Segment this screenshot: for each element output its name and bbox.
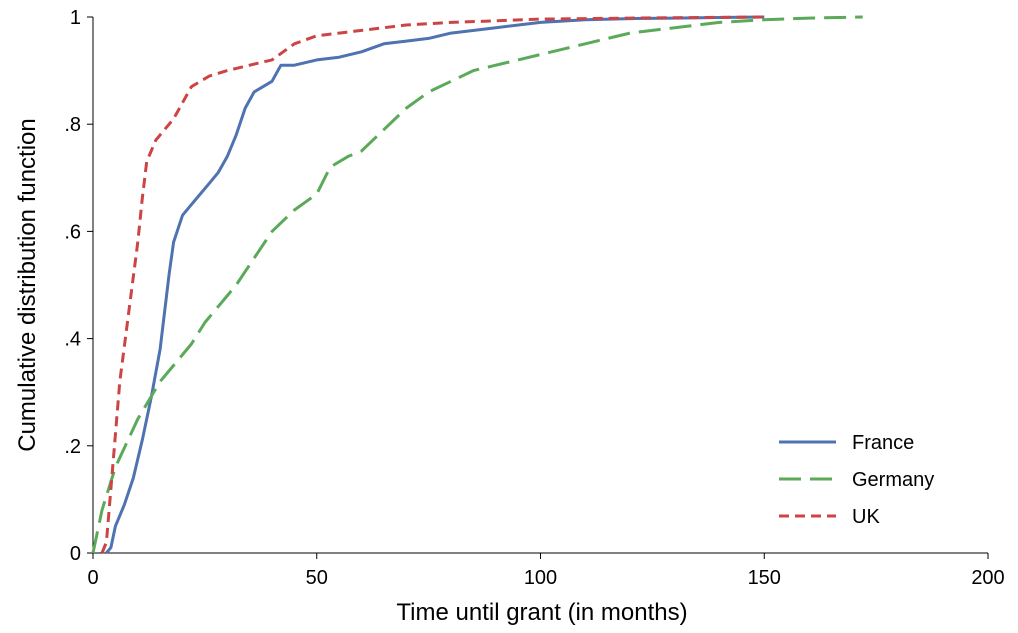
series-layer [91,15,863,554]
x-tick-label: 200 [971,567,1004,589]
legend-label-germany: Germany [852,469,934,491]
y-axis-title: Cumulative distribution function [14,118,41,452]
x-tick-label: 0 [87,567,98,589]
x-tick-label: 100 [524,567,557,589]
series-line-france [105,15,765,554]
x-tick-label: 150 [748,567,781,589]
series-line-uk [100,15,765,554]
legend-label-france: France [852,432,914,454]
y-tick-label: .2 [64,436,81,458]
y-tick-label: 0 [70,543,81,565]
y-tick-label: .8 [64,114,81,136]
series-line-germany [91,15,863,554]
x-axis-title: Time until grant (in months) [396,599,687,626]
x-tick-label: 50 [306,567,328,589]
y-tick-label: 1 [70,7,81,29]
legend: France Germany UK [779,432,934,528]
legend-label-uk: UK [852,506,880,528]
y-tick-label: .6 [64,221,81,243]
axes: 0 50 100 150 200 0 .2 .4 .6 .8 1 [64,7,1004,589]
y-tick-label: .4 [64,329,81,351]
